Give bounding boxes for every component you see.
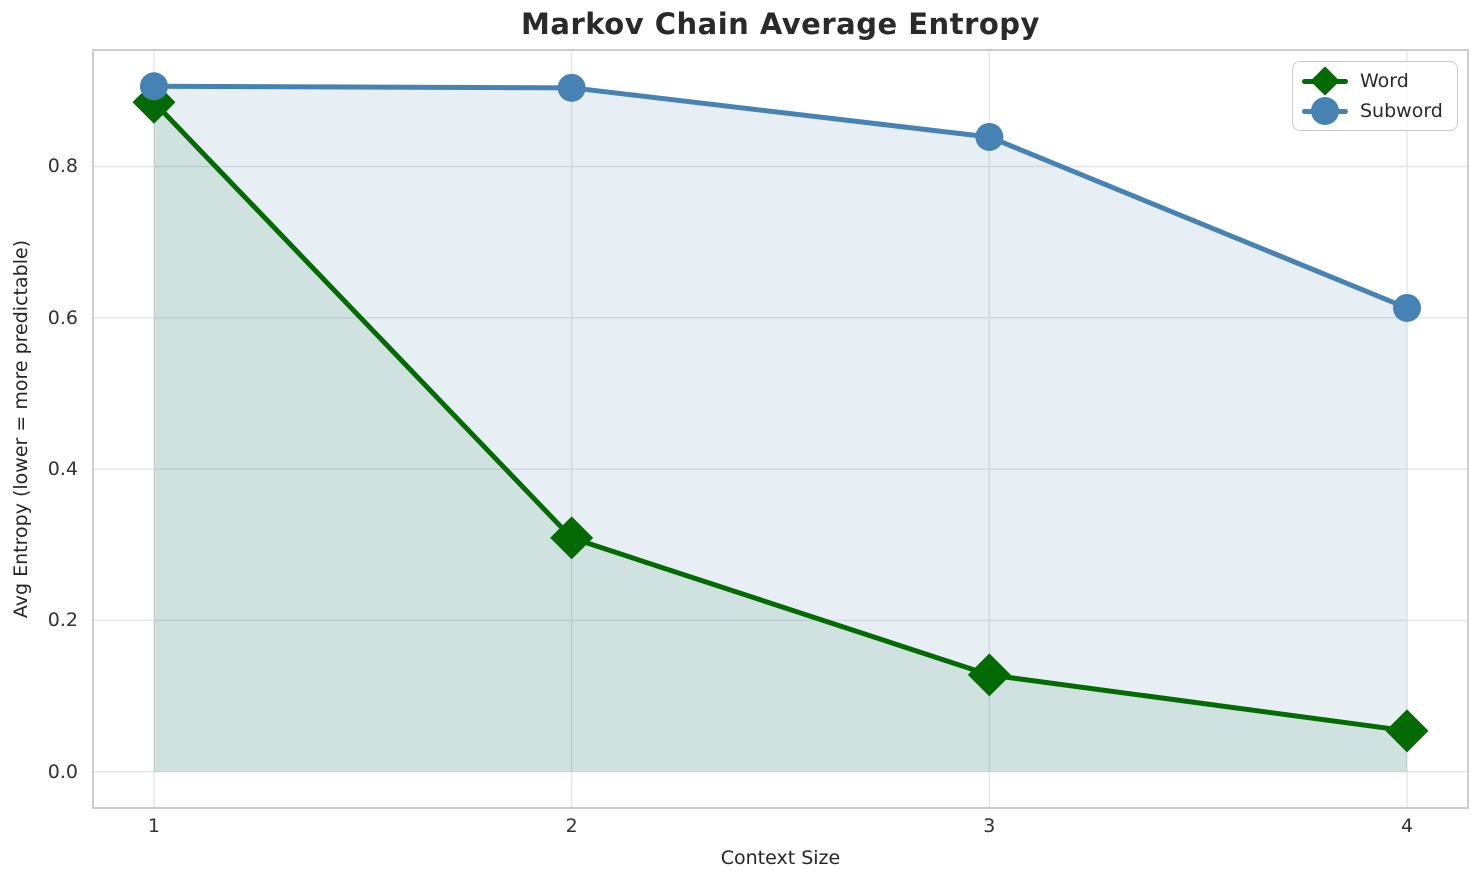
data-point-subword xyxy=(975,122,1004,151)
area-fill-word xyxy=(153,102,1408,772)
chart-title: Markov Chain Average Entropy xyxy=(521,7,1040,41)
data-point-word xyxy=(550,516,594,560)
series-line-subword xyxy=(151,83,1410,311)
data-point-subword xyxy=(557,73,586,102)
legend: Word Subword xyxy=(1292,61,1458,131)
x-axis-label: Context Size xyxy=(720,847,841,869)
word-legend-marker-icon xyxy=(1302,66,1348,96)
area-fill-subword xyxy=(153,86,1408,772)
y-tick-label: 0.6 xyxy=(47,306,78,329)
x-tick-label: 3 xyxy=(983,815,996,837)
data-point-word xyxy=(967,653,1011,697)
x-tick-label: 2 xyxy=(565,815,578,837)
legend-item-subword: Subword xyxy=(1302,96,1443,126)
y-tick-label: 0.2 xyxy=(47,609,78,632)
y-tick-label: 0.8 xyxy=(47,155,78,178)
legend-label: Word xyxy=(1360,70,1409,92)
data-point-subword xyxy=(1393,293,1422,322)
data-point-word xyxy=(1385,709,1429,753)
data-point-subword xyxy=(139,72,168,101)
legend-item-word: Word xyxy=(1302,66,1443,96)
subword-legend-marker-icon xyxy=(1302,96,1348,126)
legend-label: Subword xyxy=(1360,100,1443,122)
x-tick-label: 4 xyxy=(1400,815,1414,837)
axes-spines xyxy=(92,49,1469,809)
x-tick-label: 1 xyxy=(147,815,161,837)
y-tick-label: 0.0 xyxy=(47,760,78,783)
series-line-word xyxy=(151,99,1410,734)
y-tick-label: 0.4 xyxy=(47,458,78,481)
